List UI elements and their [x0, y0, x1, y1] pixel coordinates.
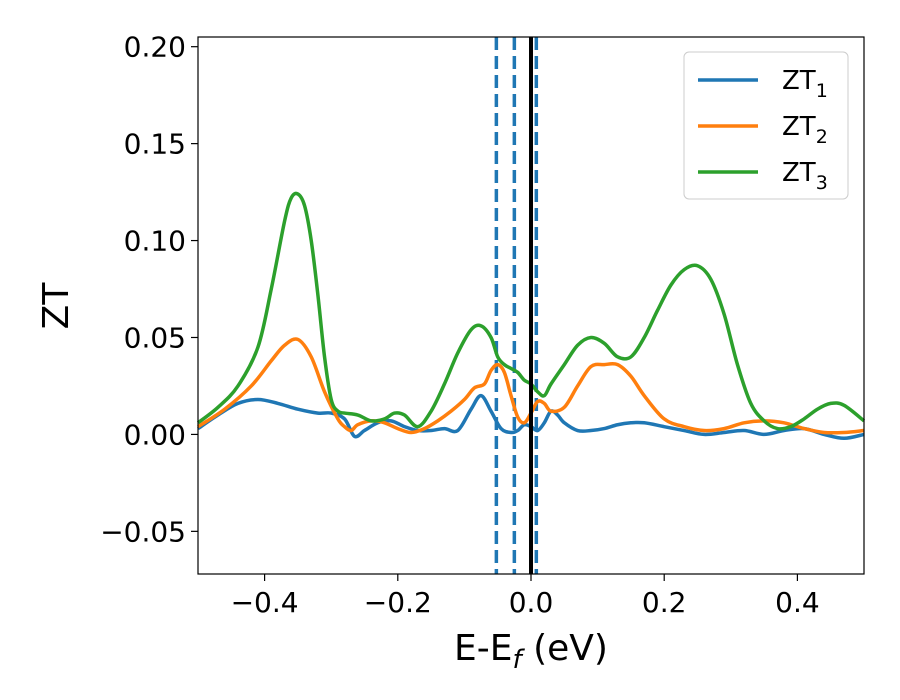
x-tick-label: 0.2	[642, 586, 687, 619]
y-tick-label: 0.20	[124, 31, 186, 64]
series-line-zt1	[197, 393, 865, 441]
x-axis-label: E-Ef (eV)	[454, 628, 608, 675]
x-tick-label: 0.0	[509, 586, 554, 619]
vertical-lines	[494, 37, 539, 574]
y-tick-label: 0.10	[124, 225, 186, 258]
x-axis: −0.4 −0.2 0.0 0.2 0.4	[231, 574, 820, 619]
x-axis-label-unit: (eV)	[522, 628, 608, 669]
series-layer	[196, 191, 866, 441]
x-tick-label: −0.2	[364, 586, 432, 619]
y-axis-label: ZT	[36, 282, 77, 330]
series-line-zt3	[196, 191, 866, 431]
legend-label-zt1: ZT1	[782, 66, 828, 102]
legend-label-zt3: ZT3	[782, 158, 828, 194]
y-tick-label: 0.00	[124, 418, 186, 451]
x-tick-label: 0.4	[775, 586, 820, 619]
legend-label-zt2: ZT2	[782, 112, 828, 148]
legend: ZT1 ZT2 ZT3	[683, 51, 849, 200]
series-line-zt2	[197, 337, 865, 435]
legend-box	[683, 51, 849, 200]
y-axis: −0.05 0.00 0.05 0.10 0.15 0.20	[100, 31, 198, 548]
x-tick-label: −0.4	[231, 586, 299, 619]
y-tick-label: −0.05	[100, 515, 186, 548]
y-tick-label: 0.05	[124, 321, 186, 354]
y-tick-label: 0.15	[124, 128, 186, 161]
